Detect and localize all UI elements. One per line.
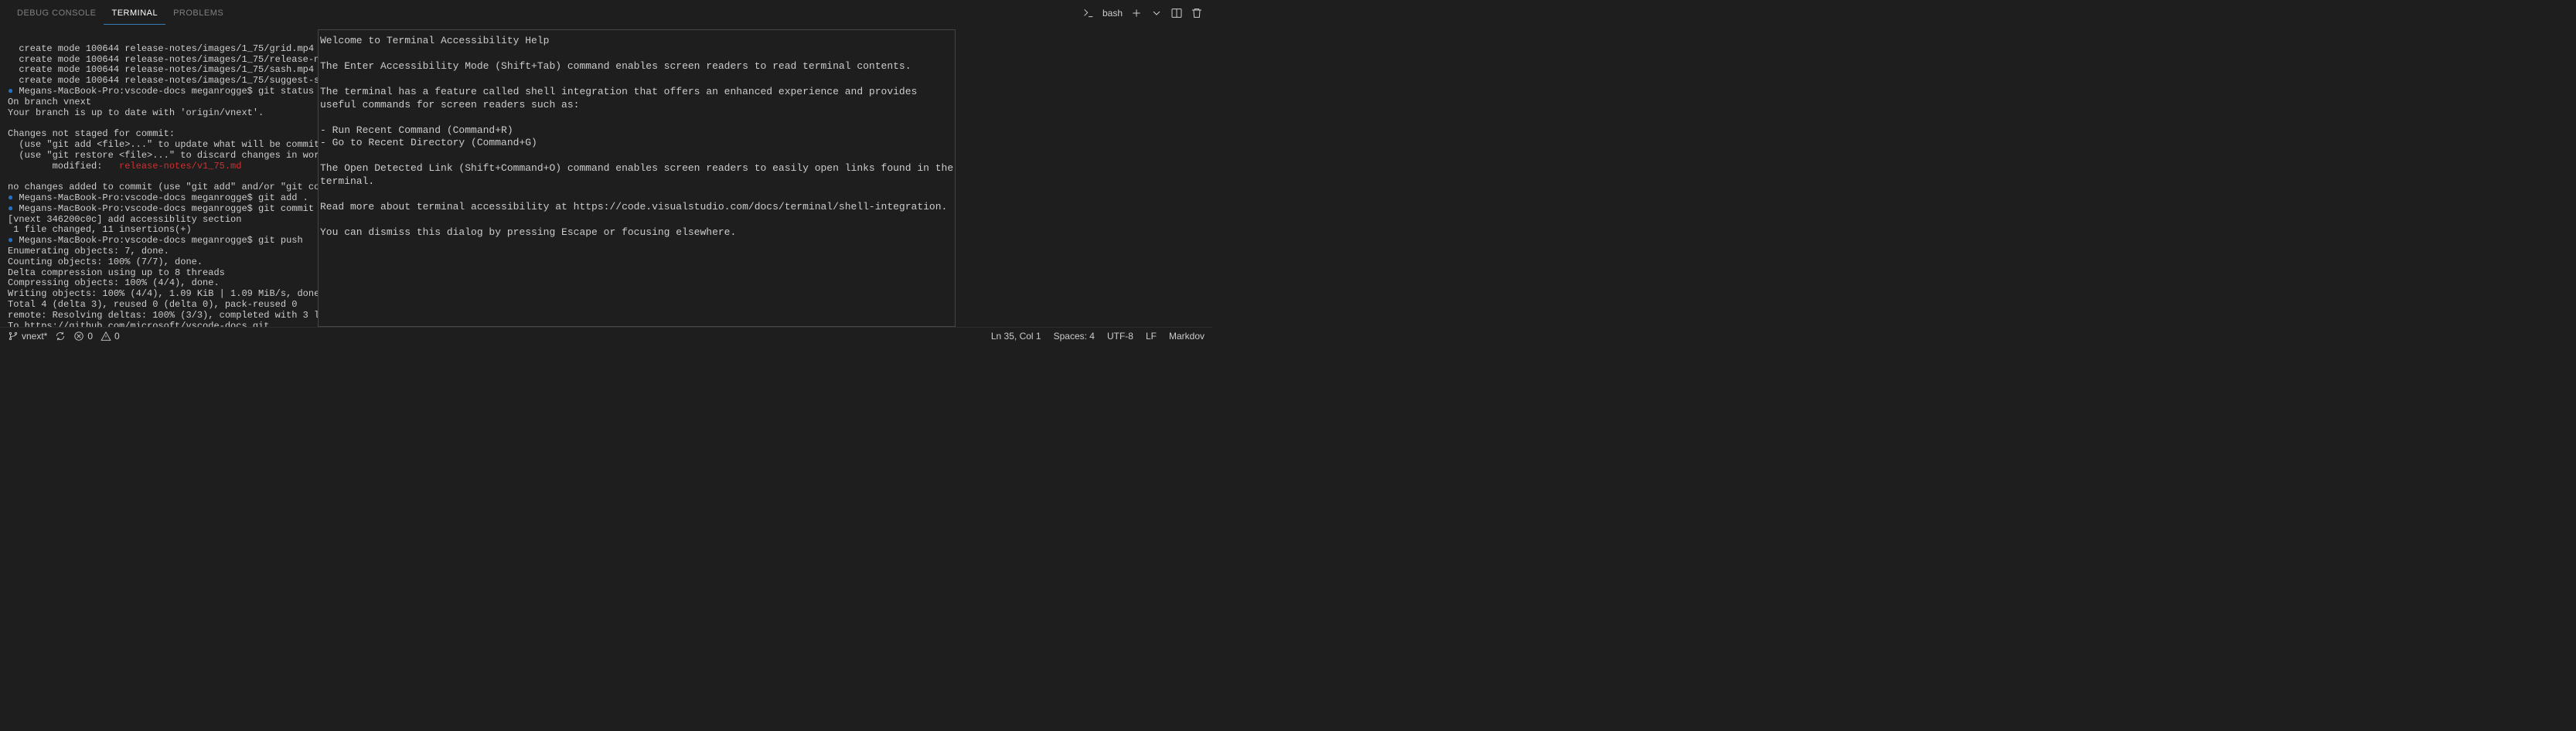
terminal-actions: bash <box>1082 7 1203 19</box>
term-line: modified: release-notes/v1_75.md <box>8 161 241 172</box>
term-line: (use "git add <file>..." to update what … <box>8 139 318 150</box>
help-text: The terminal has a feature called shell … <box>320 86 955 112</box>
term-line: Your branch is up to date with 'origin/v… <box>8 107 264 118</box>
split-terminal-icon[interactable] <box>1170 7 1183 19</box>
term-prompt: ● Megans-MacBook-Pro:vscode-docs meganro… <box>8 86 314 97</box>
term-line <box>8 117 13 128</box>
accessibility-help-dialog: Welcome to Terminal Accessibility Help T… <box>318 29 956 327</box>
trash-icon[interactable] <box>1191 7 1203 19</box>
term-line: create mode 100644 release-notes/images/… <box>8 75 318 86</box>
help-text: The Enter Accessibility Mode (Shift+Tab)… <box>320 60 955 73</box>
term-line <box>8 171 13 182</box>
error-icon <box>73 331 84 342</box>
status-eol[interactable]: LF <box>1146 331 1157 342</box>
term-line: Counting objects: 100% (7/7), done. <box>8 257 203 267</box>
status-spaces[interactable]: Spaces: 4 <box>1054 331 1095 342</box>
panel-tabs: DEBUG CONSOLE TERMINAL PROBLEMS bash <box>0 0 1212 27</box>
term-line: To https://github.com/microsoft/vscode-d… <box>8 321 269 327</box>
status-lncol[interactable]: Ln 35, Col 1 <box>991 331 1041 342</box>
status-language[interactable]: Markdov <box>1169 331 1205 342</box>
term-line: create mode 100644 release-notes/images/… <box>8 43 314 54</box>
status-bar: vnext* 0 0 Ln 35, Col 1 Spaces: 4 UTF-8 … <box>0 327 1212 344</box>
tab-terminal[interactable]: TERMINAL <box>104 2 165 25</box>
term-line: 1 file changed, 11 insertions(+) <box>8 224 192 235</box>
status-errors[interactable]: 0 <box>73 331 93 342</box>
tab-problems[interactable]: PROBLEMS <box>165 2 231 24</box>
term-line: On branch vnext <box>8 97 91 107</box>
sync-icon <box>55 331 66 342</box>
branch-icon <box>8 331 19 342</box>
chevron-down-icon[interactable] <box>1150 7 1163 19</box>
term-prompt: ● Megans-MacBook-Pro:vscode-docs meganro… <box>8 203 318 214</box>
term-line: Changes not staged for commit: <box>8 128 175 139</box>
help-title: Welcome to Terminal Accessibility Help <box>320 35 955 48</box>
shell-icon <box>1082 7 1095 19</box>
status-branch[interactable]: vnext* <box>8 331 47 342</box>
term-line: create mode 100644 release-notes/images/… <box>8 64 314 75</box>
panel-body: create mode 100644 release-notes/images/… <box>0 27 1212 327</box>
terminal-output[interactable]: create mode 100644 release-notes/images/… <box>0 27 318 327</box>
help-text: The Open Detected Link (Shift+Command+O)… <box>320 162 955 189</box>
term-prompt: ● Megans-MacBook-Pro:vscode-docs meganro… <box>8 235 303 246</box>
term-line: create mode 100644 release-notes/images/… <box>8 54 318 65</box>
term-line: Total 4 (delta 3), reused 0 (delta 0), p… <box>8 299 297 310</box>
warning-icon <box>101 331 111 342</box>
new-terminal-icon[interactable] <box>1130 7 1143 19</box>
status-warnings[interactable]: 0 <box>101 331 120 342</box>
term-line: Writing objects: 100% (4/4), 1.09 KiB | … <box>8 288 318 299</box>
tab-debug-console[interactable]: DEBUG CONSOLE <box>9 2 104 24</box>
term-line: Compressing objects: 100% (4/4), done. <box>8 277 220 288</box>
term-line: no changes added to commit (use "git add… <box>8 182 318 192</box>
term-line: remote: Resolving deltas: 100% (3/3), co… <box>8 310 318 321</box>
term-line: [vnext 346200c0c] add accessiblity secti… <box>8 214 241 225</box>
help-bullet: - Go to Recent Directory (Command+G) <box>320 137 955 150</box>
help-text: Read more about terminal accessibility a… <box>320 201 955 214</box>
status-sync[interactable] <box>55 331 66 342</box>
shell-name[interactable]: bash <box>1102 8 1123 19</box>
help-bullet: - Run Recent Command (Command+R) <box>320 124 955 138</box>
status-encoding[interactable]: UTF-8 <box>1107 331 1133 342</box>
term-line: Delta compression using up to 8 threads <box>8 267 225 278</box>
term-line: Enumerating objects: 7, done. <box>8 246 169 257</box>
term-prompt: ● Megans-MacBook-Pro:vscode-docs meganro… <box>8 192 308 203</box>
term-line: (use "git restore <file>..." to discard … <box>8 150 318 161</box>
help-text: You can dismiss this dialog by pressing … <box>320 226 955 240</box>
